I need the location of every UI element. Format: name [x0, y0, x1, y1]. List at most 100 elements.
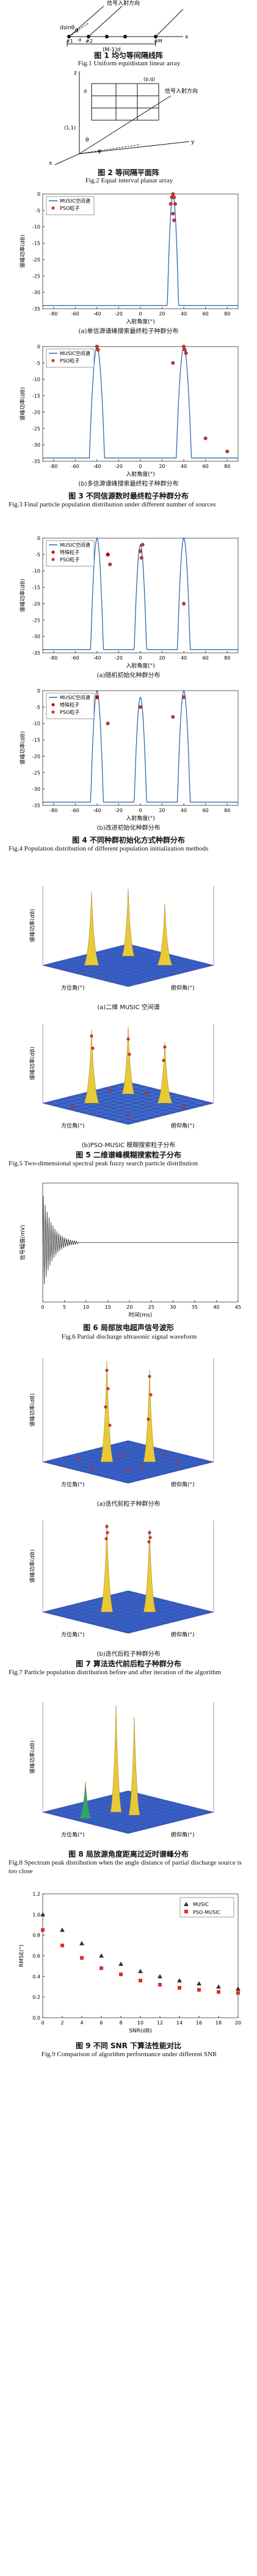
surface-3d-music: 谱峰功率(dB) 方位角(°) 俯仰角(°) [29, 886, 214, 991]
pso-particle-point [182, 602, 186, 606]
figure-6: 0 5 10 15 20 25 30 35 40 45 信号幅值(mV) 时间(ms) 图 6 局部放… [0, 1174, 257, 1345]
pitch-axis-label: 俯仰角(°) [171, 1122, 195, 1129]
legend-label-music: MUSIC空间谱 [60, 350, 90, 356]
legend-box [46, 196, 95, 215]
pso-particle-point [126, 1114, 130, 1117]
x-tick-label: 40 [181, 808, 187, 813]
x-tick-label: -40 [93, 311, 101, 317]
x-tick-label: -20 [115, 311, 123, 317]
chart-4a: -80 -60 -40 -20 0 20 40 60 80 0 -5 -10 -15 -20 -25 -30 -… [19, 536, 239, 669]
pso-particle-point [171, 361, 175, 365]
mesh-line [121, 1442, 207, 1464]
y-tick-label: -35 [32, 306, 40, 312]
pso-particle-point [90, 1466, 93, 1470]
surface-peak [121, 1026, 135, 1095]
y-tick-label: -10 [32, 225, 40, 230]
pso-music-point [197, 1988, 201, 1992]
y-axis-label: 谱峰功率(dB) [19, 732, 26, 765]
azimuth-axis-label: 方位角(°) [61, 1481, 85, 1488]
x-tick-label: 40 [213, 1304, 219, 1310]
legend-label-pso: PSO粒子 [60, 205, 79, 211]
y-tick-label: -35 [32, 803, 40, 808]
fig7a-subcaption: (a)迭代前粒子种群分布 [96, 1501, 161, 1508]
y-tick-label: -5 [35, 705, 40, 710]
pso-particle-point [139, 1466, 142, 1470]
y-tick-label: -25 [32, 426, 40, 431]
x-tick-label: -80 [49, 808, 57, 813]
pso-particle-point [183, 348, 187, 352]
pso-particle-point [145, 1092, 148, 1096]
pso-particle-point [171, 212, 175, 216]
surface-peak [157, 1042, 173, 1104]
fig8-caption-en: Fig.8 Spectrum peak distribution when th… [9, 1859, 242, 1875]
fig5-caption-en: Fig.5 Two-dimensional spectral peak fuzz… [9, 1160, 198, 1167]
pso-particle-point [126, 1469, 130, 1473]
surface-peak [157, 904, 173, 966]
x-tick-label: 0 [139, 808, 142, 813]
fig1-caption-zh: 图 1 均匀等间隔线阵 [94, 51, 163, 60]
fig3a-subcaption: (a)单信源谱峰搜索最终粒子种群分布 [78, 328, 179, 335]
dsin-label: dsinθ [60, 25, 75, 31]
nM-label: #M [154, 38, 162, 44]
pso-particle-point [108, 1089, 112, 1093]
fig5a-subcaption: (a)二维 MUSIC 空间谱 [97, 1004, 160, 1011]
x-tick-label: 60 [203, 311, 209, 317]
z-label: z [74, 70, 77, 76]
pso-particle-point [95, 344, 99, 348]
music-spectrum-line [43, 345, 238, 459]
surface-peak [100, 1361, 114, 1462]
signal-label: 信号入射方向 [107, 0, 140, 7]
music-point [157, 1974, 162, 1979]
chart-6-waveform: 0 5 10 15 20 25 30 35 40 45 信号幅值(mV) 时间(ms) [19, 1182, 241, 1319]
planar-array-diagram: z y x 信号入射方向 (p,q) (1,1) θ φ d [49, 70, 198, 167]
n1-label: #1 [66, 38, 73, 44]
music-point [60, 1927, 65, 1932]
fig7-caption-en: Fig.7 Particle population distribution b… [9, 1669, 221, 1676]
x-axis-label: 入射角度(°) [126, 815, 155, 822]
fig4b-subcaption: (b)改进初始化种群分布 [96, 825, 161, 832]
x-tick-label: -20 [115, 464, 123, 469]
y-tick-label: -30 [32, 442, 40, 448]
legend-marker-special [51, 550, 55, 554]
legend-label-pso: PSO粒子 [60, 358, 79, 364]
fig6-caption-zh: 图 6 局部放电超声信号波形 [83, 1323, 174, 1332]
legend-marker-pso [51, 359, 55, 362]
y-tick-label: 0.2 [32, 1995, 40, 2000]
x-tick-label: 80 [224, 808, 230, 813]
x-tick-label: 2 [60, 2020, 63, 2026]
y-tick-label: -35 [32, 459, 40, 464]
x-tick-label: -40 [93, 464, 101, 469]
x-tick-label: 18 [215, 2020, 222, 2026]
y-axis-label: 谱峰功率(dB) [19, 579, 26, 613]
x-tick-label: 0 [139, 311, 142, 317]
figure-2: z y x 信号入射方向 (p,q) (1,1) θ φ d 图 2 等间隔平面… [0, 68, 257, 184]
mesh-line [121, 1610, 207, 1632]
pso-particle-point [104, 1405, 107, 1409]
legend-box [46, 348, 95, 368]
pso-particle-point [148, 1531, 151, 1534]
x-tick-label: -80 [49, 311, 57, 317]
x-axis-label: 入射角度(°) [126, 662, 155, 669]
fig4-caption-en: Fig.4 Population distribution of differe… [9, 845, 209, 852]
x-tick-label: 10 [83, 1304, 89, 1310]
fig1-caption-en: Fig.1 Uniform equidistant linear array [78, 60, 181, 67]
y-tick-label: -20 [32, 257, 40, 262]
y-tick-label: 1.2 [32, 1891, 40, 1897]
d-label-2: d [84, 88, 87, 94]
surface-3d-pso: 谱峰功率(dB) 方位角(°) 俯仰角(°) [29, 1024, 214, 1129]
x-tick-label: -40 [93, 808, 101, 813]
surface-3d-after: 谱峰功率(dB) 方位角(°) 俯仰角(°) [29, 1520, 214, 1638]
fig8-caption-zh: 图 8 局放源角度距离过近时谱峰分布 [68, 1850, 189, 1858]
fig9-caption-zh: 图 9 不同 SNR 下算法性能对比 [76, 2042, 181, 2050]
y-tick-label: -5 [35, 361, 40, 366]
y-tick-label: 0 [37, 536, 40, 541]
mesh-line [114, 1794, 200, 1816]
x-tick-label: 16 [196, 2020, 202, 2026]
fig3-caption-zh: 图 3 不同信源数时最终粒子种群分布 [68, 492, 189, 500]
x-tick-label: -80 [49, 464, 57, 469]
x-axis-label: SNR(dB) [129, 2028, 152, 2034]
legend-marker-music [184, 1902, 189, 1906]
pq-label: (p,q) [143, 76, 155, 82]
legend-label-special: 特殊粒子 [60, 549, 79, 555]
y-label: y [191, 139, 195, 145]
